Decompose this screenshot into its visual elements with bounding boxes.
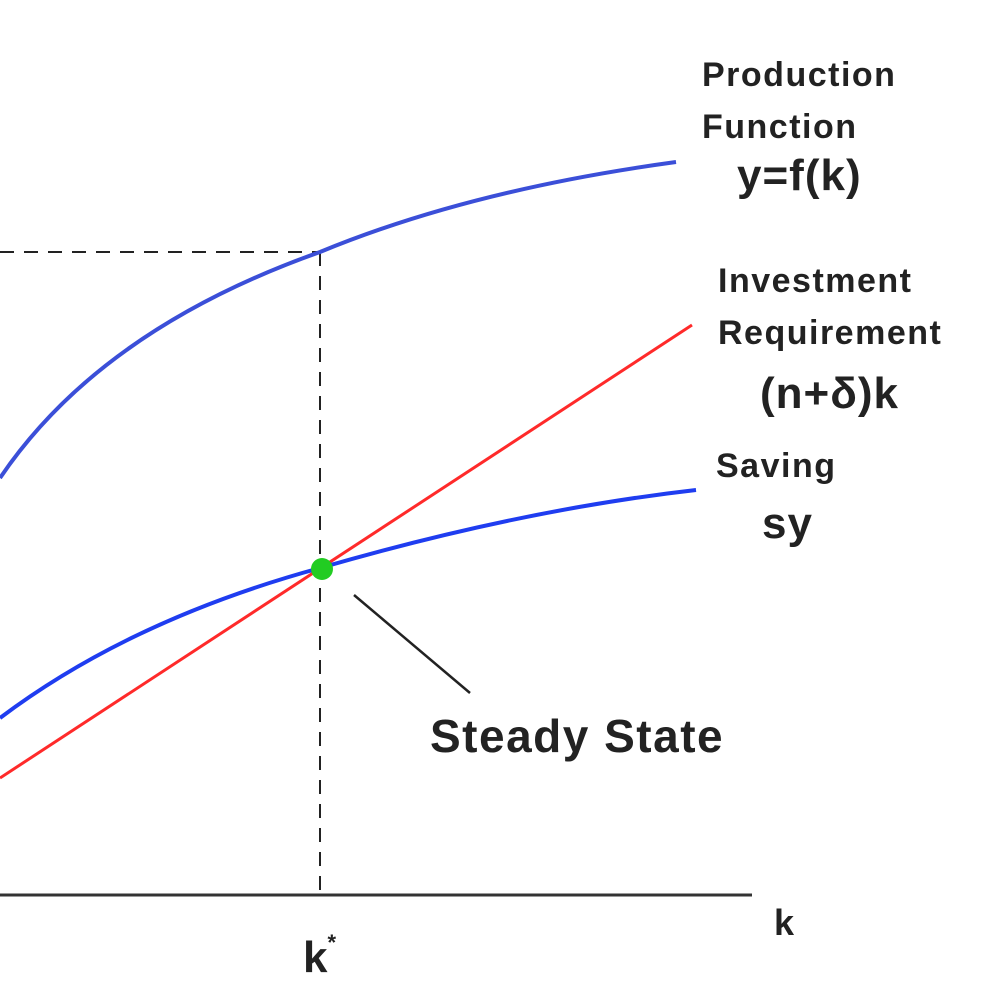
investment-formula: (n+δ)k: [760, 369, 899, 418]
steady-state-label: Steady State: [430, 710, 724, 762]
investment-label-line2: Requirement: [718, 314, 942, 352]
steady-state-pointer-line: [353, 594, 471, 694]
saving-formula: sy: [762, 499, 813, 548]
investment-label-line1: Investment: [718, 262, 913, 300]
steady-state-point: [311, 558, 333, 580]
saving-curve: [0, 488, 697, 720]
investment-requirement-line: [0, 323, 693, 780]
production-formula: y=f(k): [737, 151, 862, 200]
production-label-line2: Function: [702, 108, 858, 146]
k-star-label: k*: [303, 930, 336, 982]
production-label-line1: Production: [702, 56, 896, 94]
production-function-curve: [0, 160, 677, 480]
saving-label: Saving: [716, 447, 836, 485]
x-axis-label: k: [774, 902, 795, 943]
